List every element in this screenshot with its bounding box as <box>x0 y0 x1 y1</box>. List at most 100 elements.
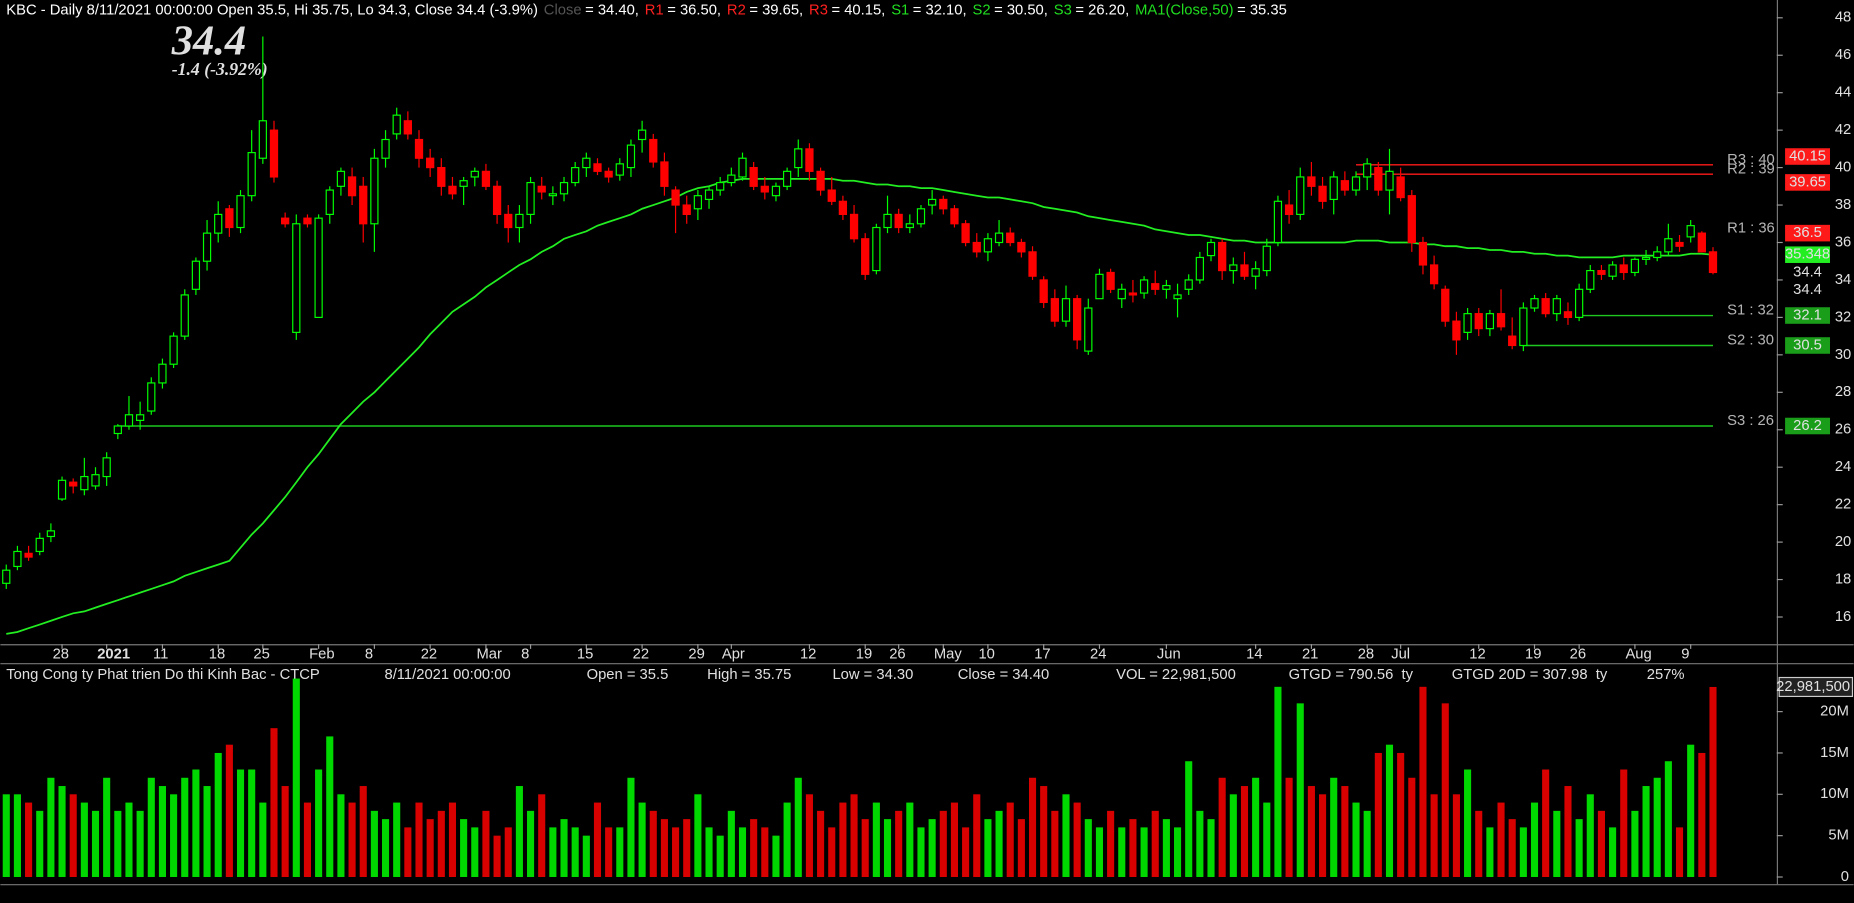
candle-body <box>147 382 156 412</box>
volume-tick-label: 15M <box>1820 745 1849 761</box>
volume-bar <box>1441 703 1449 877</box>
header-segment: = 39.65, <box>749 3 803 19</box>
volume-bar <box>404 827 412 877</box>
info-text: Close = 34.40 <box>958 667 1050 683</box>
candle-body <box>1284 204 1294 215</box>
header-segment: = 30.50, <box>994 3 1048 19</box>
volume-bar <box>281 786 289 877</box>
volume-bar <box>906 802 914 877</box>
volume-bar <box>359 786 367 877</box>
y-tick-label: 42 <box>1835 122 1851 138</box>
candle-body <box>1374 167 1383 191</box>
level-box <box>1785 224 1830 242</box>
candle-body <box>381 138 390 159</box>
candle-body <box>1251 268 1260 277</box>
volume-bar <box>69 794 77 877</box>
volume-bar <box>705 827 713 877</box>
info-text: Low = 34.30 <box>832 667 913 683</box>
volume-bar <box>1352 802 1360 877</box>
x-tick-label: 2021 <box>97 647 130 663</box>
header-segment: S3 <box>1054 3 1072 19</box>
level-box <box>1785 148 1830 165</box>
candle-body <box>1496 313 1506 328</box>
x-tick-label: 28 <box>1358 647 1374 663</box>
volume-bar <box>1486 827 1494 877</box>
candle-body <box>961 223 970 244</box>
candle-body <box>1262 245 1271 272</box>
x-tick-label: Jun <box>1157 647 1181 663</box>
candle-body <box>281 217 290 225</box>
candle-body <box>1563 311 1573 318</box>
volume-bar <box>170 794 178 877</box>
volume-bar <box>1229 794 1237 877</box>
level-text: 26.2 <box>1793 418 1822 434</box>
volume-bar <box>1553 810 1561 877</box>
candle-body <box>994 232 1004 244</box>
candle-body <box>158 363 167 384</box>
volume-bar <box>805 794 813 877</box>
candle-body <box>325 189 334 215</box>
x-tick-label: 22 <box>421 647 437 663</box>
level-label: R3 : 40 <box>1727 152 1775 168</box>
level-text: 39.65 <box>1789 174 1826 190</box>
volume-bar <box>1151 810 1159 877</box>
volume-bar <box>1174 827 1182 877</box>
level-text: 40.15 <box>1789 148 1826 164</box>
candle-body <box>124 414 134 427</box>
volume-bar <box>136 810 144 877</box>
overlay-price: 34.4 <box>171 18 246 65</box>
volume-bar <box>460 819 468 877</box>
candle-body <box>1117 288 1126 300</box>
volume-bar <box>326 736 334 877</box>
candle-body <box>582 157 591 169</box>
volume-bar <box>91 810 100 877</box>
volume-bar <box>1586 794 1594 877</box>
candle-body <box>1195 256 1204 281</box>
header: KBC - Daily 8/11/2021 00:00:00 Open 35.5… <box>6 3 1287 19</box>
volume-bar <box>571 827 579 877</box>
volume-bar <box>1564 786 1572 877</box>
volume-bar <box>381 819 390 877</box>
volume-bar <box>1240 786 1249 877</box>
candle-body <box>1429 264 1439 285</box>
header-segment: S1 <box>891 3 909 19</box>
candle-body <box>481 170 491 187</box>
volume-bar <box>1687 744 1695 877</box>
volume-bar <box>828 827 836 877</box>
volume-bar <box>917 827 925 877</box>
candle-body <box>1296 176 1305 215</box>
volume-bar <box>1430 794 1438 877</box>
volume-bar <box>638 802 646 877</box>
x-tick-label: 18 <box>209 647 225 663</box>
x-tick-label: Feb <box>309 647 334 663</box>
volume-marker-box <box>1778 676 1854 698</box>
volume-bar <box>348 802 356 877</box>
candle-body <box>247 152 256 197</box>
candle-body <box>1050 298 1059 322</box>
header-segment: = 36.50, <box>667 3 721 19</box>
candle-body <box>671 189 680 206</box>
candle-body <box>504 213 513 229</box>
candle-body <box>1006 232 1015 244</box>
info-text: 257% <box>1647 667 1685 683</box>
candle-body <box>1351 176 1361 191</box>
volume-bar <box>1185 761 1193 877</box>
candle-body <box>1307 176 1316 187</box>
candle-body <box>649 138 658 163</box>
candle-body <box>91 474 100 487</box>
candle-body <box>1039 279 1048 304</box>
candle-body <box>1139 279 1149 294</box>
info-text: Tong Cong ty Phat trien Do thi Kinh Bac … <box>6 667 320 683</box>
y-tick-label: 26 <box>1835 422 1851 438</box>
candle-body <box>470 170 479 178</box>
candle-body <box>269 129 279 178</box>
volume-bar <box>236 769 245 877</box>
volume-bar <box>248 769 256 877</box>
volume-bar <box>1408 777 1416 877</box>
volume-bar <box>36 810 44 877</box>
candle-body <box>1597 269 1606 275</box>
header-segment: = 26.20, <box>1075 3 1129 19</box>
candle-body <box>459 180 468 187</box>
candle-body <box>1318 185 1327 202</box>
candle-body <box>816 170 825 191</box>
